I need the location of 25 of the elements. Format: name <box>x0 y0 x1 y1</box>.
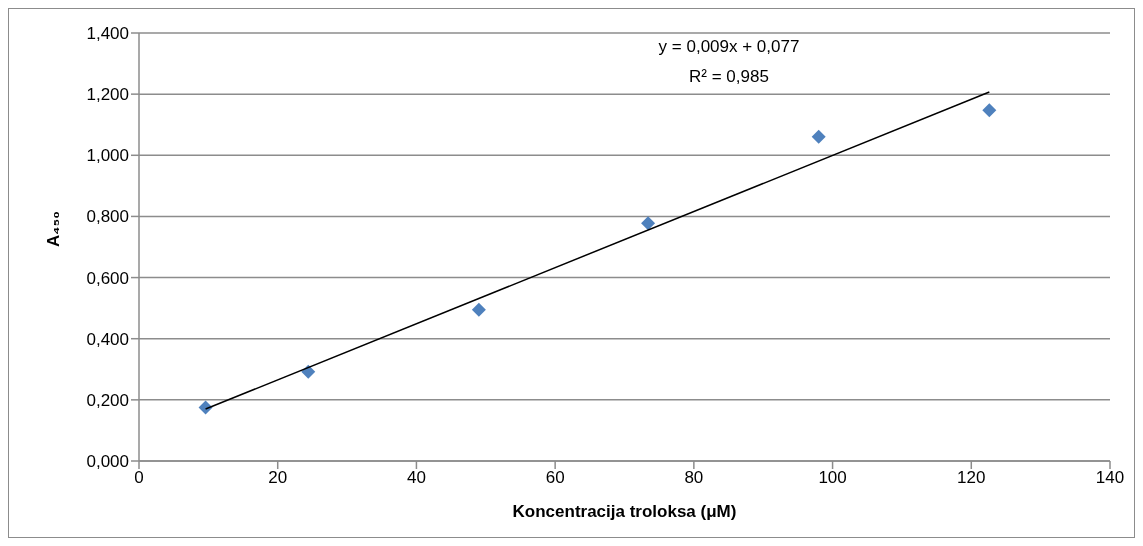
y-tick-label: 0,800 <box>86 207 129 227</box>
y-tick-label: 0,200 <box>86 390 129 410</box>
x-tick-label: 140 <box>1095 468 1125 488</box>
point <box>982 103 997 118</box>
x-tick-label: 100 <box>818 468 847 488</box>
point <box>471 302 486 317</box>
y-tick-label: 0,600 <box>86 268 129 288</box>
y-tick-label: 1,400 <box>86 24 129 44</box>
annotation: R² = 0,985 <box>688 67 770 87</box>
point <box>811 129 826 144</box>
x-tick-label: 40 <box>406 468 426 488</box>
x-tick-label: 80 <box>684 468 704 488</box>
point <box>641 216 656 231</box>
y-axis-title: A₄₅₀ <box>44 211 64 247</box>
x-tick-label: 120 <box>957 468 986 488</box>
x-tick-label: 20 <box>268 468 288 488</box>
y-tick-label: 1,000 <box>86 146 129 166</box>
x-tick-label: 0 <box>134 468 144 488</box>
x-axis-title: Koncentracija troloksa (μM) <box>512 502 737 521</box>
point <box>198 400 213 415</box>
y-tick-label: 0,000 <box>86 452 129 472</box>
y-tick-label: 1,200 <box>86 85 129 105</box>
x-tick-label: 60 <box>545 468 565 488</box>
annotation: y = 0,009x + 0,077 <box>657 37 801 57</box>
y-tick-label: 0,400 <box>86 329 129 349</box>
